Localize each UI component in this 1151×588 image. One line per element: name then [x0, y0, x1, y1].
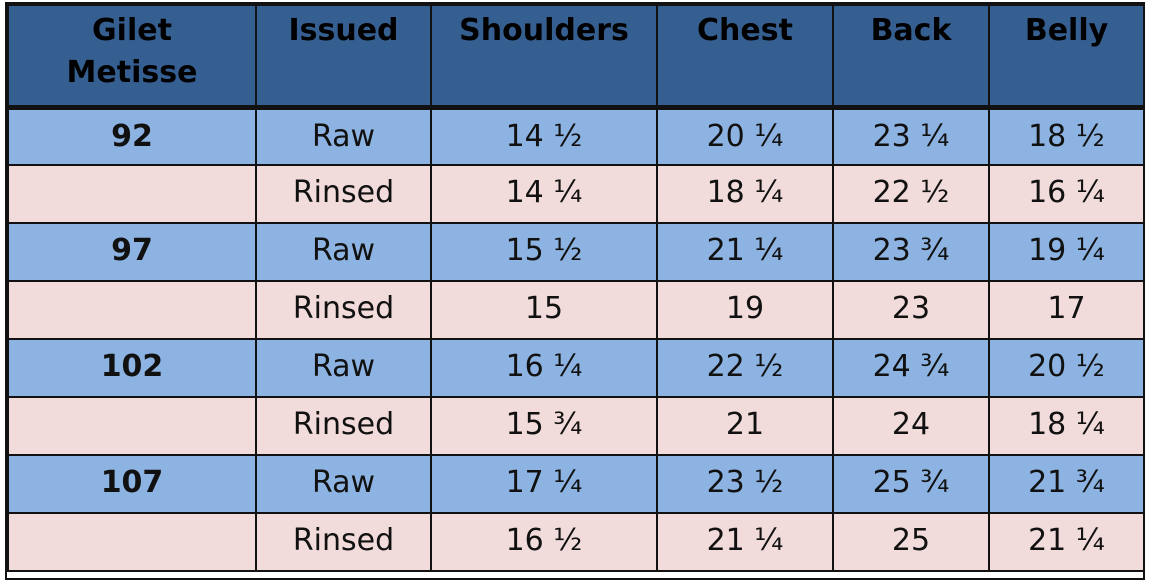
- cell-shoulders: 14 ¼: [430, 164, 658, 224]
- cell-chest: 21 ¼: [656, 512, 834, 572]
- column-header-back: Back: [832, 4, 990, 108]
- cell-size: 107: [7, 454, 257, 514]
- cell-belly: 20 ½: [988, 338, 1145, 398]
- cell-belly: 21 ¾: [988, 454, 1145, 514]
- cell-back: 23 ¼: [832, 106, 990, 166]
- cell-shoulders: 14 ½: [430, 106, 658, 166]
- cell-size: [7, 396, 257, 456]
- cell-shoulders: 15 ¾: [430, 396, 658, 456]
- table-row: 92 Raw 14 ½ 20 ¼ 23 ¼ 18 ½: [7, 106, 1145, 166]
- column-header-shoulders: Shoulders: [430, 4, 658, 108]
- cell-back: 23 ¾: [832, 222, 990, 282]
- cell-shoulders: 16 ¼: [430, 338, 658, 398]
- cell-size: [7, 280, 257, 340]
- cell-issued: Rinsed: [255, 396, 432, 456]
- cell-issued: Raw: [255, 338, 432, 398]
- cell-chest: 21 ¼: [656, 222, 834, 282]
- column-header-gilet-metisse: Gilet Metisse: [7, 4, 257, 108]
- cell-belly: 18 ¼: [988, 396, 1145, 456]
- cell-issued: Rinsed: [255, 164, 432, 224]
- table-row: 107 Raw 17 ¼ 23 ½ 25 ¾ 21 ¾: [7, 454, 1145, 514]
- table-row: 102 Raw 16 ¼ 22 ½ 24 ¾ 20 ½: [7, 338, 1145, 398]
- cell-chest: 23 ½: [656, 454, 834, 514]
- size-chart-table: Gilet Metisse Issued Shoulders Chest Bac…: [7, 4, 1145, 572]
- cell-chest: 20 ¼: [656, 106, 834, 166]
- cell-chest: 22 ½: [656, 338, 834, 398]
- header-gilet-line2: Metisse: [66, 55, 198, 90]
- cell-belly: 19 ¼: [988, 222, 1145, 282]
- column-header-belly: Belly: [988, 4, 1145, 108]
- cell-back: 24: [832, 396, 990, 456]
- cell-belly: 17: [988, 280, 1145, 340]
- cell-shoulders: 16 ½: [430, 512, 658, 572]
- column-header-chest: Chest: [656, 4, 834, 108]
- header-row: Gilet Metisse Issued Shoulders Chest Bac…: [7, 4, 1145, 108]
- table-row: Rinsed 15 19 23 17: [7, 280, 1145, 340]
- cell-belly: 16 ¼: [988, 164, 1145, 224]
- cell-issued: Raw: [255, 106, 432, 166]
- cell-chest: 19: [656, 280, 834, 340]
- cell-size: 92: [7, 106, 257, 166]
- cell-shoulders: 15: [430, 280, 658, 340]
- cell-back: 24 ¾: [832, 338, 990, 398]
- cell-size: 102: [7, 338, 257, 398]
- cell-back: 25: [832, 512, 990, 572]
- cell-issued: Raw: [255, 454, 432, 514]
- cell-back: 25 ¾: [832, 454, 990, 514]
- cell-belly: 18 ½: [988, 106, 1145, 166]
- cell-issued: Rinsed: [255, 512, 432, 572]
- column-header-issued: Issued: [255, 4, 432, 108]
- table-row: 97 Raw 15 ½ 21 ¼ 23 ¾ 19 ¼: [7, 222, 1145, 282]
- table-row: Rinsed 15 ¾ 21 24 18 ¼: [7, 396, 1145, 456]
- cell-shoulders: 15 ½: [430, 222, 658, 282]
- cell-size: [7, 512, 257, 572]
- header-gilet-line1: Gilet: [92, 13, 172, 48]
- cell-belly: 21 ¼: [988, 512, 1145, 572]
- cell-shoulders: 17 ¼: [430, 454, 658, 514]
- cell-back: 22 ½: [832, 164, 990, 224]
- cell-chest: 18 ¼: [656, 164, 834, 224]
- cell-issued: Rinsed: [255, 280, 432, 340]
- cell-size: [7, 164, 257, 224]
- table-row: Rinsed 16 ½ 21 ¼ 25 21 ¼: [7, 512, 1145, 572]
- cell-chest: 21: [656, 396, 834, 456]
- cell-issued: Raw: [255, 222, 432, 282]
- cell-size: 97: [7, 222, 257, 282]
- table-row: Rinsed 14 ¼ 18 ¼ 22 ½ 16 ¼: [7, 164, 1145, 224]
- cell-back: 23: [832, 280, 990, 340]
